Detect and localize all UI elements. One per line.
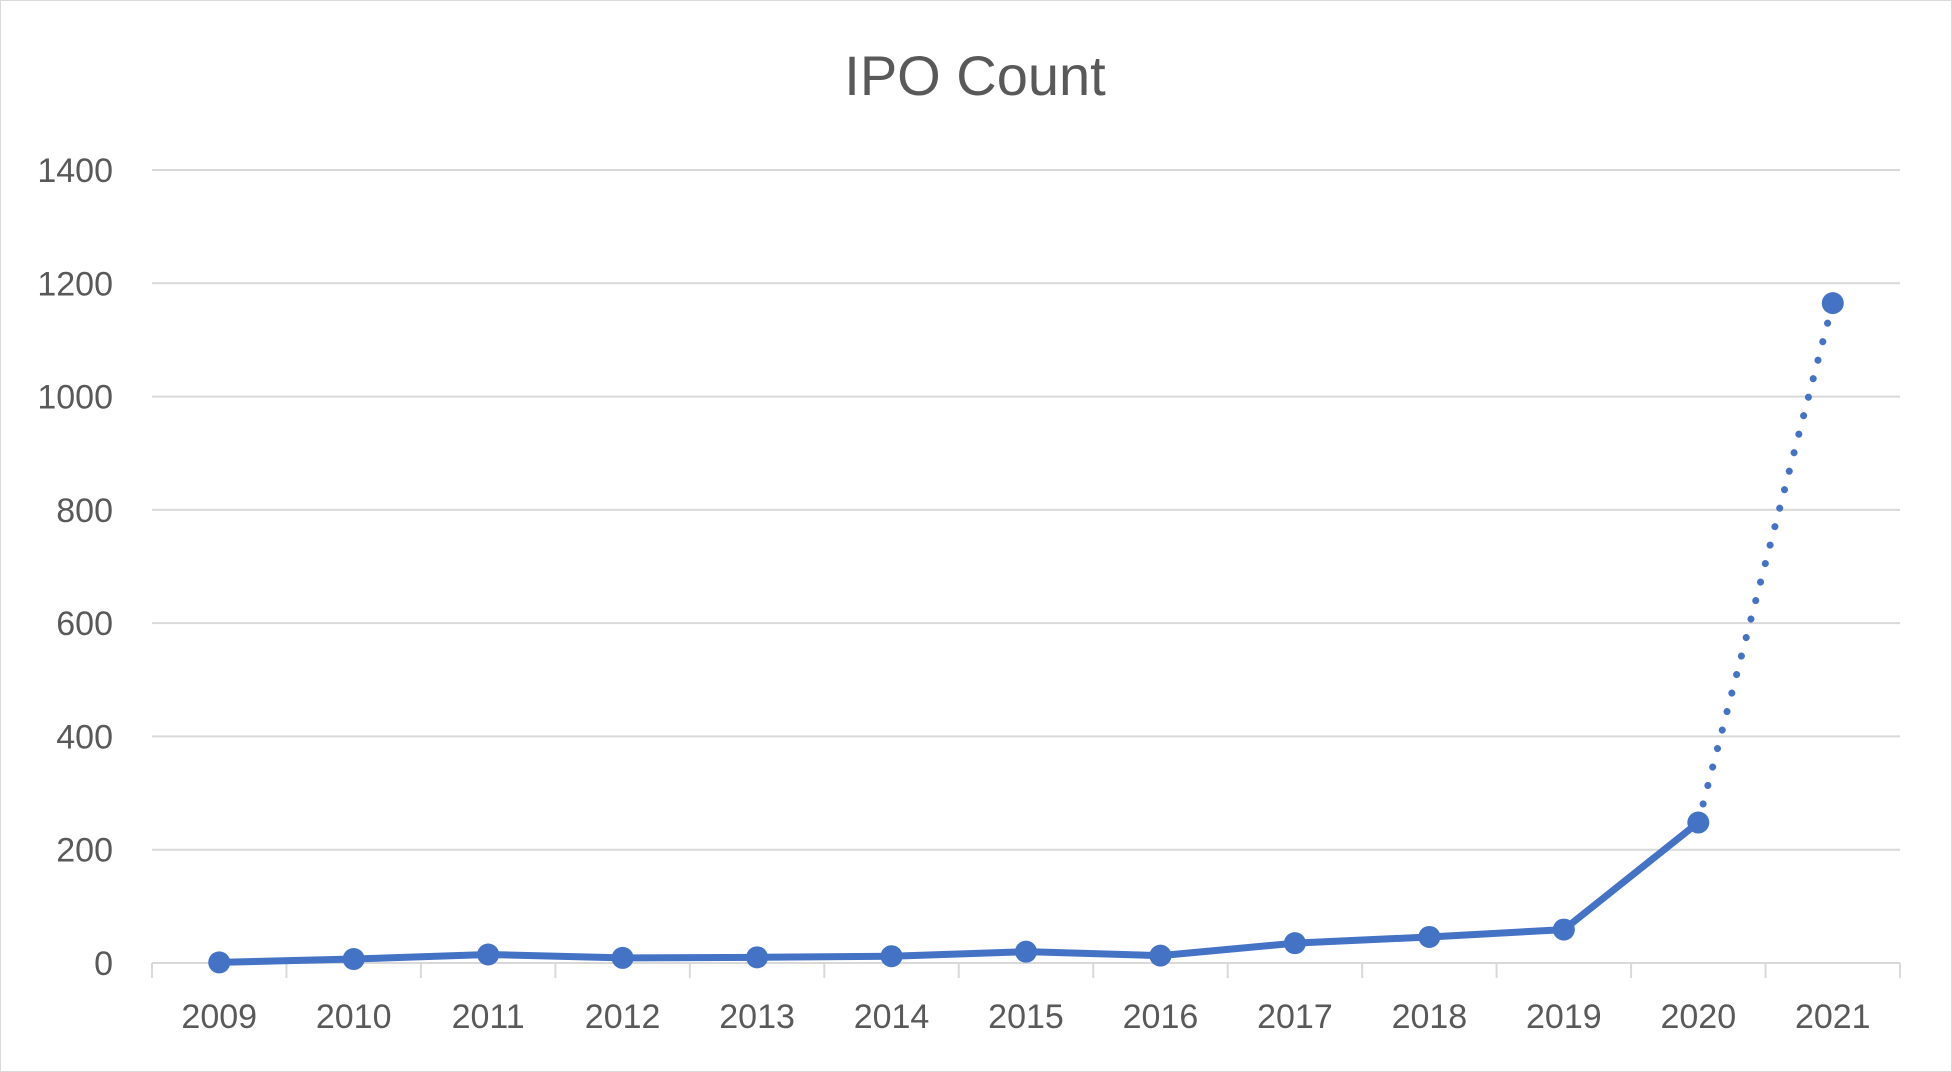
x-tick-label: 2009 (181, 998, 257, 1036)
data-point-2014 (880, 945, 903, 968)
data-point-2011 (477, 943, 500, 966)
x-tick-label: 2021 (1795, 998, 1871, 1036)
y-tick-label: 600 (56, 605, 113, 643)
y-tick-label: 800 (56, 492, 113, 530)
x-tick-label: 2020 (1660, 998, 1736, 1036)
gridlines (152, 169, 1900, 851)
data-point-2018 (1418, 925, 1441, 948)
data-point-2009 (208, 951, 231, 974)
x-tick-label: 2010 (316, 998, 392, 1036)
data-point-2017 (1283, 932, 1306, 955)
data-point-2013 (746, 946, 769, 969)
chart-title: IPO Count (844, 44, 1106, 107)
data-point-2015 (1015, 940, 1037, 963)
x-tick-label: 2019 (1526, 998, 1602, 1036)
y-tick-label: 1200 (37, 265, 113, 303)
series-line-solid (215, 819, 1702, 966)
y-tick-label: 0 (94, 945, 113, 983)
x-tick-label: 2016 (1123, 998, 1199, 1036)
data-point-2012 (611, 946, 634, 969)
x-tick-label: 2015 (988, 998, 1064, 1036)
data-point-2020 (1687, 811, 1710, 834)
x-tick-label: 2012 (585, 998, 661, 1036)
series-ipo-count (208, 292, 1844, 974)
series-line-dotted (1694, 299, 1837, 827)
y-tick-label: 1400 (37, 152, 113, 190)
y-axis-tick-labels: 0 200 400 600 800 1000 1200 1400 (37, 152, 113, 983)
x-tick-label: 2014 (854, 998, 930, 1036)
x-axis: 2009 2010 2011 2012 2013 2014 2015 2016 2017 2018… (151, 962, 1901, 1036)
data-point-2019 (1552, 918, 1575, 941)
data-point-2016 (1149, 944, 1172, 967)
x-tick-label: 2017 (1257, 998, 1333, 1036)
x-tick-label: 2018 (1392, 998, 1468, 1036)
x-tick-label: 2011 (452, 998, 525, 1036)
data-point-2010 (342, 948, 365, 971)
data-point-2021 (1821, 292, 1844, 315)
x-tick-label: 2013 (719, 998, 795, 1036)
y-tick-label: 200 (56, 832, 113, 870)
y-tick-label: 1000 (37, 379, 113, 417)
y-tick-label: 400 (56, 718, 113, 756)
